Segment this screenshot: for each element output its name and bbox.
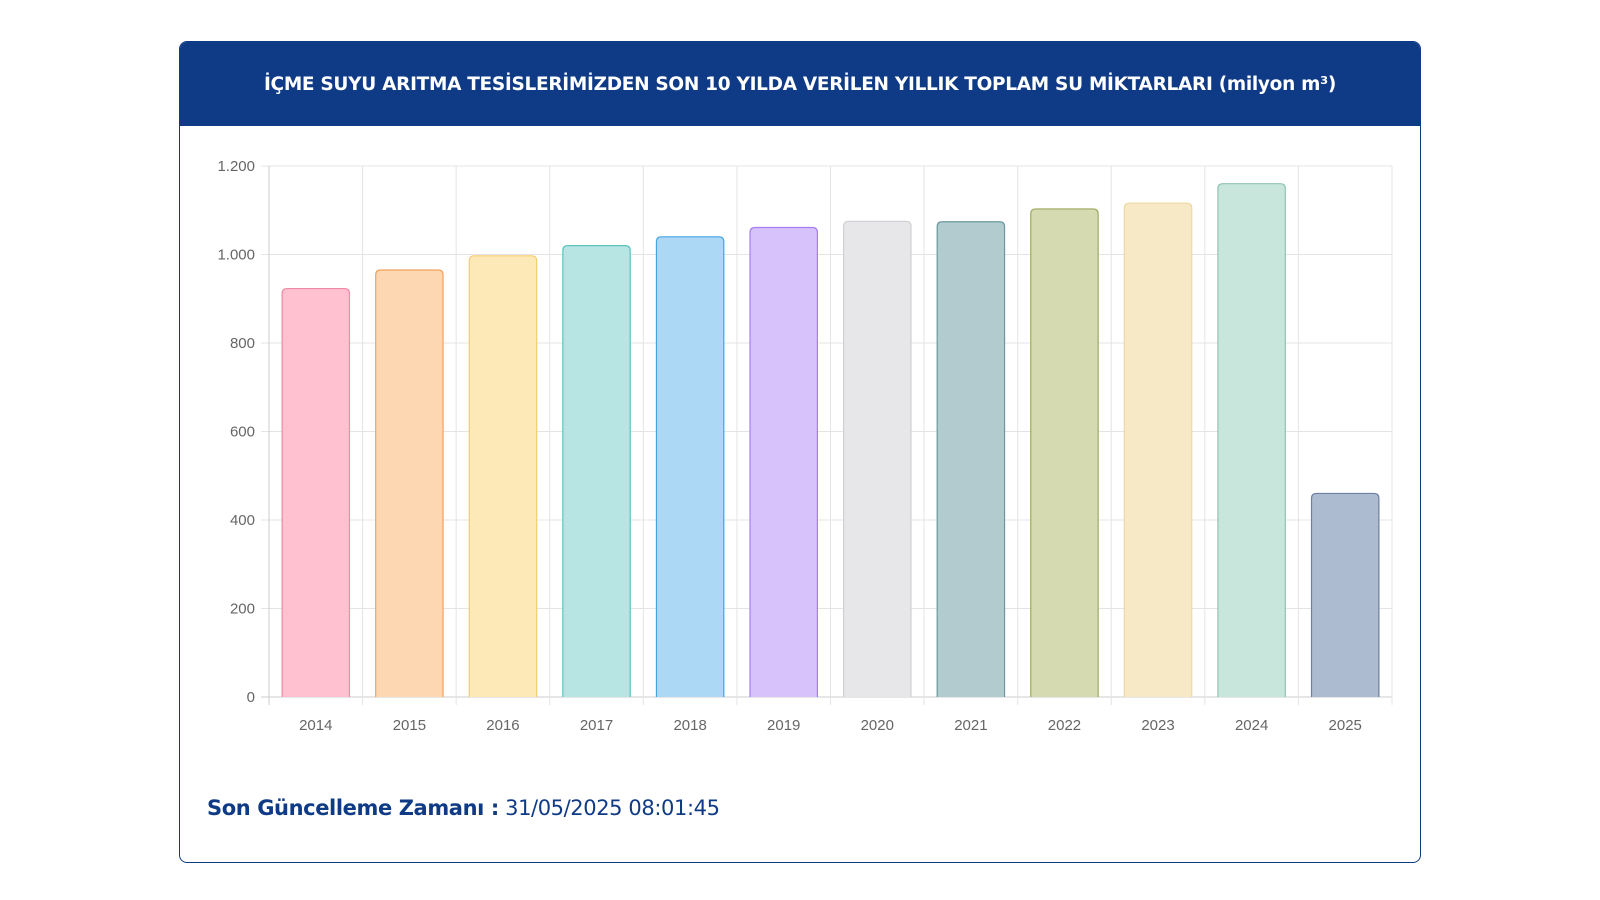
bar-2018 xyxy=(655,236,725,697)
chart-title: İÇME SUYU ARITMA TESİSLERİMİZDEN SON 10 … xyxy=(263,73,1337,95)
bar-2017 xyxy=(562,245,631,697)
x-tick-label: 2020 xyxy=(861,717,894,734)
x-tick-label: 2023 xyxy=(1141,717,1174,734)
y-tick-label: 800 xyxy=(230,335,255,352)
bar-2014 xyxy=(281,287,351,697)
y-tick-label: 200 xyxy=(230,601,255,618)
last-update-label: Son Güncelleme Zamanı : xyxy=(207,796,499,820)
bar-2025 xyxy=(1310,492,1380,697)
x-tick-label: 2014 xyxy=(299,717,332,734)
bar-2023 xyxy=(1123,202,1193,697)
y-tick-label: 1.200 xyxy=(217,158,255,175)
x-tick-label: 2018 xyxy=(673,717,706,734)
x-tick-label: 2021 xyxy=(954,717,987,734)
bar-2019 xyxy=(749,226,818,697)
x-tick-label: 2015 xyxy=(393,717,426,734)
chart-header: İÇME SUYU ARITMA TESİSLERİMİZDEN SON 10 … xyxy=(180,42,1420,126)
x-tick-label: 2016 xyxy=(486,717,519,734)
bar-2021 xyxy=(936,221,1006,697)
bar-2016 xyxy=(468,255,538,697)
bar-2024 xyxy=(1217,183,1286,697)
x-tick-label: 2022 xyxy=(1048,717,1081,734)
last-update-value: 31/05/2025 08:01:45 xyxy=(505,796,720,820)
bar-2022 xyxy=(1030,208,1099,697)
x-tick-label: 2024 xyxy=(1235,717,1268,734)
y-tick-label: 0 xyxy=(247,689,255,706)
bar-2020 xyxy=(843,220,912,697)
x-tick-label: 2019 xyxy=(767,717,800,734)
y-tick-label: 400 xyxy=(230,512,255,529)
x-tick-label: 2025 xyxy=(1329,717,1362,734)
x-tick-label: 2017 xyxy=(580,717,613,734)
y-tick-label: 600 xyxy=(230,424,255,441)
bar-2015 xyxy=(375,269,444,697)
y-tick-label: 1.000 xyxy=(217,247,255,264)
last-update: Son Güncelleme Zamanı : 31/05/2025 08:01… xyxy=(207,796,720,820)
